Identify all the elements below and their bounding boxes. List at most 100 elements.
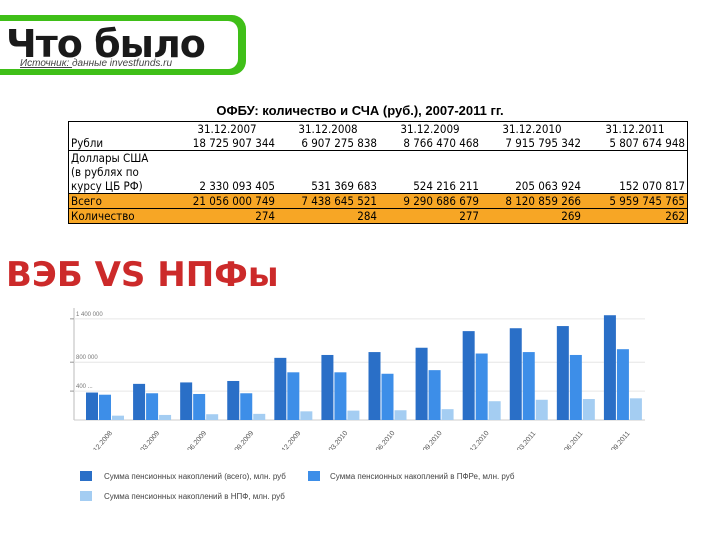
pension-bar-chart: 1 400 000 800 000 400 ... 31.12.2008 31.03.2… (70, 308, 645, 450)
table-cell: 18 725 907 344 (192, 136, 275, 150)
x-tick-label: 30.09.2009 (227, 430, 255, 450)
source-note: Источник: данные investfunds.ru (20, 58, 172, 69)
row-label: Доллары США (в рублях по курсу ЦБ РФ) (68, 150, 177, 194)
legend-label-pfr: Сумма пенсионных накоплений в ПФРе, млн.… (330, 472, 515, 481)
bar-pfr (475, 353, 488, 420)
table-cell: 262 (583, 208, 688, 224)
table-cell: 274 (177, 208, 277, 224)
bar-pfr (193, 393, 206, 420)
table-cell: 8 766 470 468 (403, 136, 479, 150)
bar-npf (347, 410, 360, 420)
source-text: данные investfunds.ru (72, 58, 173, 69)
bar-npf (112, 415, 124, 420)
table-cell: 5 959 745 765 (583, 193, 688, 209)
x-tick-label: 30.09.2011 (604, 430, 632, 450)
bar-npf (159, 414, 172, 420)
row-label: Всего (68, 193, 177, 209)
bar-total (415, 347, 428, 420)
table-cell: 6 907 275 838 (301, 136, 377, 150)
table-cell: 524 216 211 (379, 150, 481, 194)
bar-total (321, 354, 334, 420)
table-cell: 531 369 683 (277, 150, 379, 194)
bar-total (274, 357, 287, 420)
bar-npf (253, 413, 266, 420)
bar-total (368, 352, 381, 420)
y-tick-label: 800 000 (76, 355, 98, 361)
row-label: Количество (68, 208, 177, 224)
table-row-count: Количество 274 284 277 269 262 (68, 208, 688, 224)
column-header: 31.12.2008 (277, 121, 379, 136)
x-tick-label: 30.09.2010 (416, 430, 444, 450)
row-label-line: (в рублях по (71, 165, 139, 179)
y-tick-label: 400 ... (76, 384, 93, 390)
bar-npf (206, 414, 219, 420)
bar-total (180, 382, 193, 420)
x-tick-label: 30.06.2009 (180, 430, 208, 450)
bar-pfr (569, 354, 582, 420)
bar-pfr (616, 349, 629, 420)
ofbu-table: 31.12.2007 31.12.2008 31.12.2009 31.12.2… (68, 121, 688, 224)
bar-total (86, 392, 98, 420)
bar-total (556, 326, 569, 420)
table-cell: 8 120 859 266 (481, 193, 583, 209)
x-tick-label: 31.03.2009 (133, 430, 161, 450)
table-cell: 7 915 795 342 (505, 136, 581, 150)
x-tick-label: 30.06.2010 (369, 430, 397, 450)
legend-swatch-total (80, 471, 92, 481)
bar-npf (582, 399, 595, 420)
bar-pfr (146, 393, 159, 420)
bar-npf (300, 411, 313, 420)
page-title: Что было (6, 22, 206, 66)
bar-total (462, 331, 475, 420)
table-title: ОФБУ: количество и СЧА (руб.), 2007-2011… (216, 103, 504, 118)
bar-npf (394, 410, 407, 420)
x-tick-label: 31.12.2010 (463, 430, 491, 450)
row-label-line: Доллары США (71, 151, 149, 165)
column-header: 31.12.2009 (379, 121, 481, 136)
row-label: Рубли (68, 136, 177, 151)
bar-npf (441, 409, 454, 420)
x-tick-label: 31.12.2008 (86, 430, 114, 450)
table-cell: 277 (379, 208, 481, 224)
x-tick-label: 31.12.2009 (275, 430, 303, 450)
table-cell: 7 438 645 521 (277, 193, 379, 209)
source-prefix: Источник: (20, 58, 73, 69)
bar-total (133, 383, 146, 420)
table-cell: 284 (277, 208, 379, 224)
title-banner-inner (0, 21, 238, 69)
table-cell: 5 807 674 948 (583, 136, 688, 151)
bar-total (227, 380, 240, 420)
table-row: Доллары США (в рублях по курсу ЦБ РФ) 2 33… (68, 150, 688, 194)
column-header: 31.12.2010 (481, 121, 583, 136)
title-banner (0, 15, 246, 75)
table-row-total: Всего 21 056 000 749 7 438 645 521 9 290… (68, 193, 688, 209)
legend-label-npf: Сумма пенсионных накоплений в НПФ, млн. … (104, 492, 285, 501)
x-tick-label: 30.06.2011 (557, 430, 585, 450)
table-header-row: 31.12.2007 31.12.2008 31.12.2009 31.12.2… (68, 121, 688, 136)
table-row: Рубли 18 725 907 344 6 907 275 838 8 766… (68, 136, 688, 151)
legend-label-total: Сумма пенсионных накоплений (всего), млн… (104, 472, 286, 481)
bar-pfr (381, 373, 394, 420)
y-tick-label: 1 400 000 (76, 312, 103, 318)
column-header: 31.12.2007 (177, 121, 277, 136)
bar-npf (629, 398, 642, 420)
x-tick-label: 31.03.2011 (510, 430, 538, 450)
section-title: ВЭБ VS НПФы (6, 255, 279, 295)
table-cell: 9 290 686 679 (379, 193, 481, 209)
x-tick-label: 31.03.2010 (322, 430, 350, 450)
bar-pfr (428, 370, 441, 420)
column-header: 31.12.2011 (583, 121, 688, 136)
bar-pfr (522, 352, 535, 420)
bar-pfr (240, 393, 253, 420)
bar-pfr (99, 394, 111, 420)
bar-pfr (287, 372, 300, 420)
row-label-line: курсу ЦБ РФ) (71, 179, 143, 193)
bar-pfr (334, 372, 347, 420)
bar-total (509, 328, 522, 420)
legend-swatch-pfr (308, 471, 320, 481)
bar-total (603, 315, 616, 420)
table-cell: 152 070 817 (583, 150, 688, 194)
table-cell: 21 056 000 749 (177, 193, 277, 209)
bar-npf (488, 401, 501, 420)
table-corner (68, 121, 177, 136)
